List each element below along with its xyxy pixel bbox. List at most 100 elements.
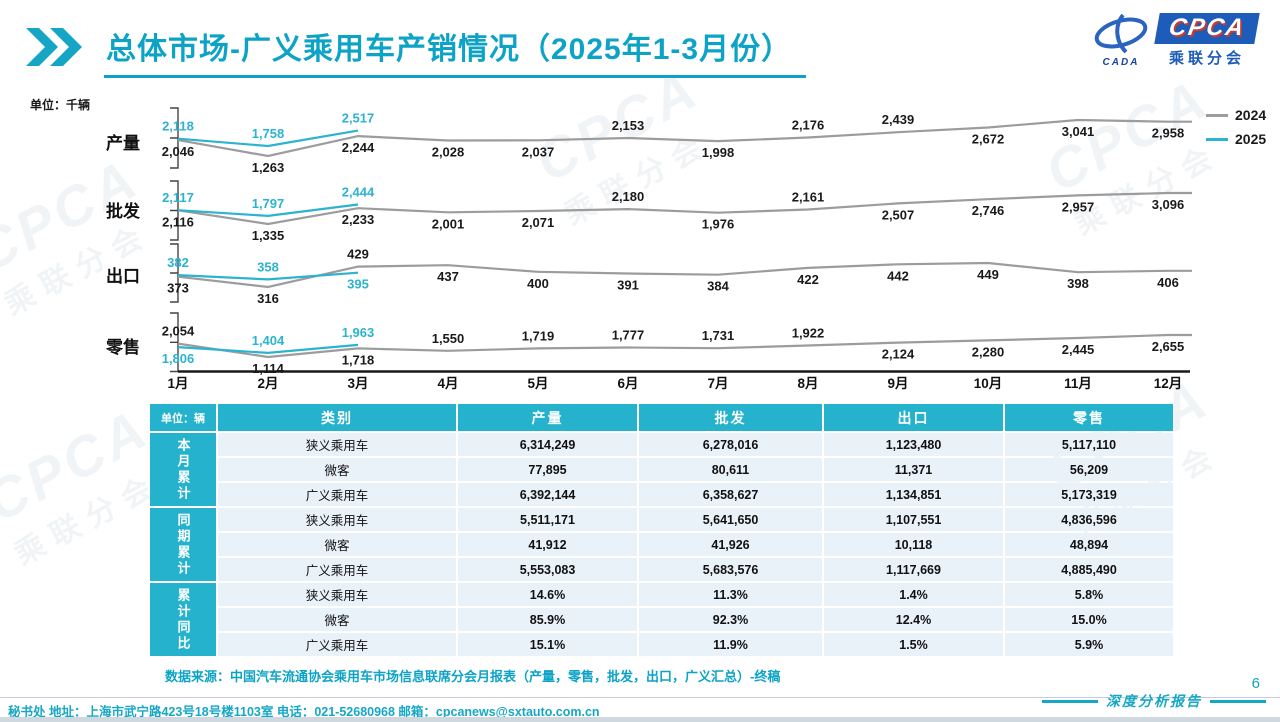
- table-column-header: 出口: [824, 404, 1003, 431]
- table-value-cell: 6,314,249: [458, 433, 637, 456]
- table-value-cell: 41,912: [458, 533, 637, 556]
- value-label: 3,096: [1152, 197, 1185, 212]
- month-tick-label: 4月: [437, 376, 458, 391]
- page-title: 总体市场-广义乘用车产销情况（2025年1-3月份）: [104, 24, 807, 78]
- value-label: 2,161: [792, 190, 825, 205]
- value-label: 1,263: [252, 160, 285, 175]
- value-label: 429: [347, 247, 369, 262]
- value-label: 358: [257, 259, 279, 274]
- value-label: 395: [347, 277, 369, 292]
- cpca-chinese-name: 乘联分会: [1169, 50, 1246, 67]
- table-value-cell: 6,358,627: [639, 483, 822, 506]
- table-value-cell: 41,926: [639, 533, 822, 556]
- value-label: 1,404: [252, 333, 285, 348]
- line-2025-批发: [177, 203, 359, 218]
- table-column-header: 批发: [639, 404, 822, 431]
- value-label: 2,153: [612, 118, 645, 133]
- line-2025-产量: [177, 129, 359, 148]
- value-label: 2,244: [342, 140, 375, 155]
- table-value-cell: 56,209: [1005, 458, 1173, 481]
- month-tick-label: 5月: [527, 376, 548, 391]
- table-value-cell: 5,683,576: [639, 558, 822, 581]
- table-value-cell: 77,895: [458, 458, 637, 481]
- month-tick-label: 1月: [167, 376, 188, 391]
- table-value-cell: 5.8%: [1005, 583, 1173, 606]
- value-label: 3,041: [1062, 124, 1095, 139]
- value-label: 2,071: [522, 215, 555, 230]
- footer-divider: [0, 697, 1280, 698]
- footer-contact-info: 秘书处 地址：上海市武宁路423号18号楼1103室 电话：021-526809…: [8, 705, 600, 719]
- table-value-cell: 5,511,171: [458, 508, 637, 531]
- value-label: 2,054: [162, 324, 195, 339]
- row-axis-bracket: [170, 107, 179, 169]
- month-tick-label: 10月: [974, 376, 1003, 391]
- value-label: 1,731: [702, 328, 735, 343]
- report-label-right-line: [1210, 699, 1266, 703]
- value-label: 2,116: [162, 214, 194, 229]
- month-tick-label: 7月: [707, 376, 728, 391]
- value-label: 2,507: [882, 207, 915, 222]
- table-value-cell: 14.6%: [458, 583, 637, 606]
- chart-unit-label: 单位：千辆: [30, 98, 91, 112]
- cada-emblem-icon: CADA: [1093, 13, 1149, 68]
- table-group-label: 本月累计: [150, 433, 216, 506]
- value-label: 2,445: [1062, 342, 1095, 357]
- legend-swatch-2025: [1206, 137, 1228, 141]
- table-group-label: 同期累计: [150, 508, 216, 581]
- value-label: 1,758: [252, 126, 285, 141]
- table-value-cell: 5,173,319: [1005, 483, 1173, 506]
- cpca-wordmark: CPCA: [1154, 13, 1260, 44]
- legend-swatch-2024: [1206, 113, 1228, 117]
- table-value-cell: 11,371: [824, 458, 1003, 481]
- cada-text: CADA: [1102, 56, 1140, 68]
- table-column-header: 零售: [1005, 404, 1173, 431]
- value-label: 391: [617, 278, 639, 293]
- line-2025-出口: [177, 271, 359, 281]
- value-label: 1,335: [252, 228, 285, 243]
- table-value-cell: 1.4%: [824, 583, 1003, 606]
- value-label: 1,797: [252, 196, 285, 211]
- table-value-cell: 5.9%: [1005, 633, 1173, 656]
- summary-table: 单位：辆 类别 产量 批发 出口 零售 本月累计 狭义乘用车 6,314,249 6,278,0…: [150, 404, 1173, 656]
- legend-item-2024: 2024: [1206, 107, 1266, 123]
- table-value-cell: 4,885,490: [1005, 558, 1173, 581]
- table-value-cell: 10,118: [824, 533, 1003, 556]
- page-number: 6: [1251, 675, 1260, 692]
- value-label: 2,958: [1152, 126, 1185, 141]
- value-label: 1,963: [342, 325, 375, 340]
- value-label: 1,718: [342, 352, 375, 367]
- value-label: 398: [1067, 276, 1089, 291]
- table-value-cell: 80,611: [639, 458, 822, 481]
- month-tick-label: 11月: [1064, 376, 1092, 391]
- table-column-header: 产量: [458, 404, 637, 431]
- table-value-cell: 1,117,669: [824, 558, 1003, 581]
- table-category-cell: 广义乘用车: [218, 483, 456, 506]
- table-category-cell: 微客: [218, 458, 456, 481]
- table-category-cell: 广义乘用车: [218, 558, 456, 581]
- row-axis-bracket: [170, 312, 179, 373]
- value-label: 2,118: [162, 119, 194, 134]
- month-tick-label: 3月: [347, 376, 368, 391]
- value-label: 2,037: [522, 144, 555, 159]
- table-value-cell: 11.3%: [639, 583, 822, 606]
- value-label: 2,117: [162, 190, 194, 205]
- table-category-cell: 狭义乘用车: [218, 583, 456, 606]
- value-label: 442: [887, 268, 909, 283]
- table-value-cell: 92.3%: [639, 608, 822, 631]
- row-label-export: 出口: [106, 267, 140, 286]
- multi-row-line-chart: 2,046 1,263 2,244 2,028 2,037 2,153 1,998 2,176…: [150, 95, 1210, 400]
- row-axis-bracket: [170, 243, 179, 303]
- line-2025-零售: [177, 343, 359, 355]
- table-column-header: 类别: [218, 404, 456, 431]
- table-value-cell: 6,278,016: [639, 433, 822, 456]
- table-value-cell: 4,836,596: [1005, 508, 1173, 531]
- value-label: 1,550: [432, 331, 465, 346]
- data-source-note: 数据来源：中国汽车流通协会乘用车市场信息联席分会月报表（产量，零售，批发，出口，…: [165, 669, 781, 684]
- table-value-cell: 1,134,851: [824, 483, 1003, 506]
- line-2024-零售: [177, 333, 1192, 359]
- value-label: 1,114: [252, 361, 285, 376]
- value-label: 437: [437, 269, 459, 284]
- table-value-cell: 1,123,480: [824, 433, 1003, 456]
- value-label: 422: [797, 272, 819, 287]
- value-label: 2,444: [342, 185, 375, 200]
